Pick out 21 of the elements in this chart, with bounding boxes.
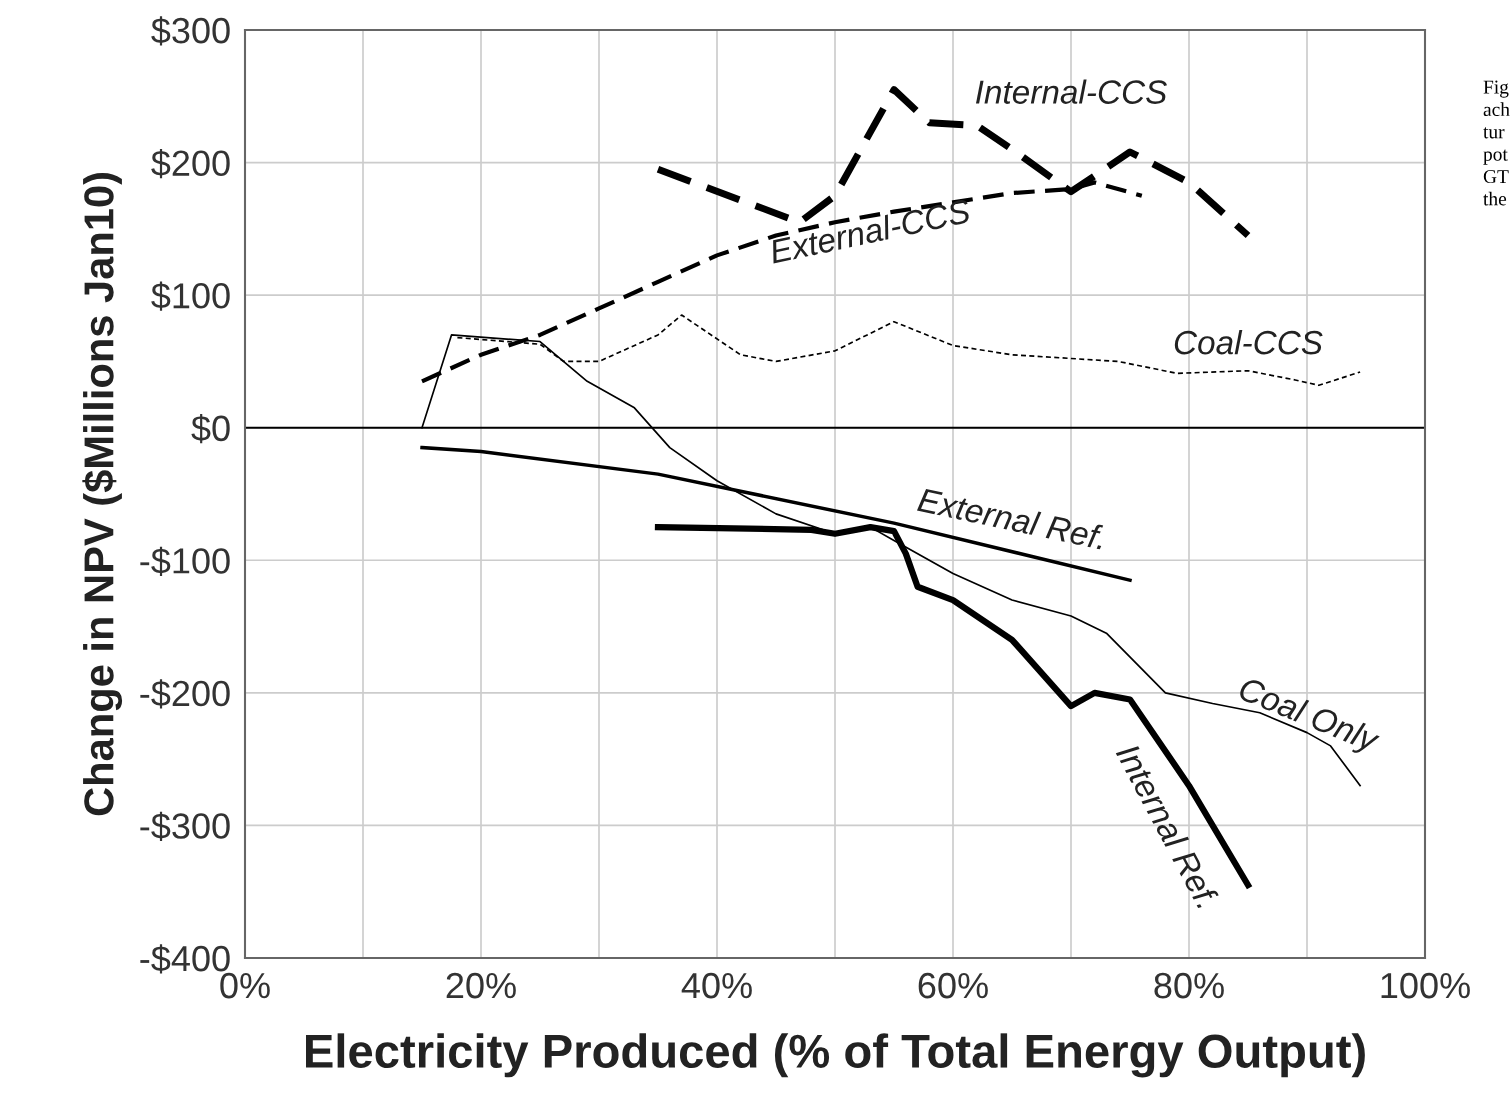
text: Fig ach tur pot GT the (1483, 80, 1510, 206)
x-tick-label: 20% (446, 972, 516, 999)
y-tick-label: -$300 (140, 811, 230, 842)
series-label: Coal-CCS (1174, 329, 1323, 355)
text: External Ref. (916, 486, 1106, 550)
x-axis-title: Electricity Produced (% of Total Energy Output) (306, 1033, 1365, 1078)
y-tick-label: -$100 (140, 546, 230, 576)
y-tick-label: -$200 (140, 679, 230, 709)
text: Coal Only (1235, 675, 1383, 760)
y-tick-label: $200 (151, 148, 230, 179)
y-tick-label: $0 (191, 414, 230, 444)
x-tick-label: 40% (681, 972, 752, 999)
x-tick-label: 60% (918, 972, 988, 999)
x-tick-label: 0% (220, 972, 270, 999)
y-tick-label: $100 (151, 281, 230, 311)
x-tick-label: 100% (1381, 972, 1470, 999)
y-tick-label: -$400 (140, 944, 230, 974)
y-axis-title: Change in NPV ($Millions Jan10) (82, 173, 123, 816)
series-label: Internal-CCS (975, 79, 1167, 104)
y-tick-label: $300 (151, 16, 230, 46)
x-tick-label: 80% (1154, 972, 1224, 999)
